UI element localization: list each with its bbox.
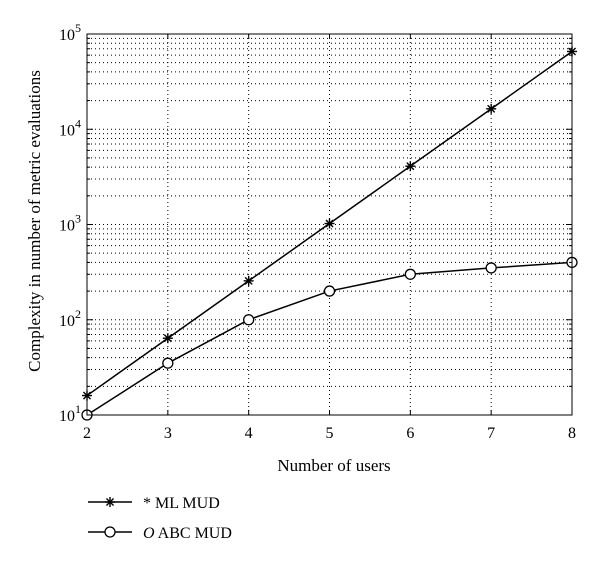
data-point-abc-mud [243, 314, 255, 326]
x-tick-label: 3 [164, 425, 172, 442]
y-axis-ticks: 101 102 103 104 105 [59, 21, 572, 425]
data-point-abc-mud [162, 357, 174, 369]
data-point-ml-mud [486, 103, 497, 114]
y-axis-label: Complexity in number of metric evaluatio… [25, 70, 44, 372]
data-point-ml-mud [162, 333, 173, 344]
data-point-ml-mud [324, 218, 335, 229]
legend-marker-abc-mud [104, 526, 116, 538]
y-tick-label: 104 [59, 116, 81, 139]
legend-label-abc-mud: O ABC MUD [143, 525, 232, 542]
y-tick-label: 103 [59, 212, 81, 235]
x-tick-label: 2 [83, 425, 91, 442]
legend-marker-ml-mud [105, 497, 115, 507]
data-point-abc-mud [404, 268, 416, 280]
legend: * ML MUD O ABC MUD [88, 495, 232, 542]
y-tick-label: 105 [59, 21, 81, 44]
data-point-ml-mud [405, 161, 416, 172]
legend-label-ml-mud: * ML MUD [143, 495, 220, 512]
x-tick-label: 7 [487, 425, 495, 442]
x-tick-label: 5 [326, 425, 334, 442]
y-tick-label: 101 [59, 402, 81, 425]
data-point-ml-mud [243, 275, 254, 286]
x-tick-label: 6 [406, 425, 414, 442]
data-point-abc-mud [323, 285, 336, 297]
y-tick-label: 102 [59, 307, 81, 330]
x-axis-ticks: 2 3 4 5 6 7 8 [83, 34, 576, 442]
x-tick-label: 8 [568, 425, 576, 442]
x-axis-label: Number of users [277, 456, 390, 475]
data-point-abc-mud [485, 262, 497, 274]
x-tick-label: 4 [245, 425, 253, 442]
